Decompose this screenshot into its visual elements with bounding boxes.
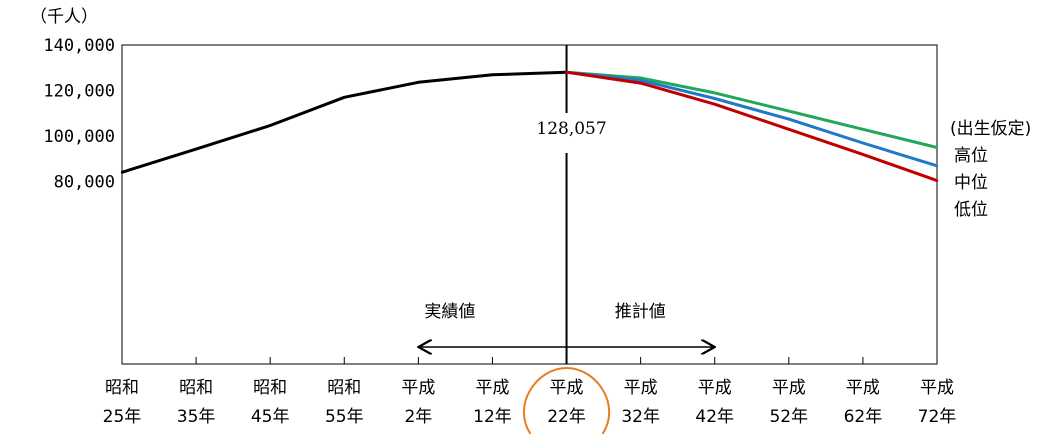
data-point xyxy=(861,128,865,131)
x-tick-label-year: 35年 xyxy=(177,407,216,427)
data-point xyxy=(861,153,865,156)
data-point xyxy=(787,117,791,121)
series-line-actual xyxy=(121,70,567,174)
data-point xyxy=(639,81,642,85)
x-tick-label-era: 平成 xyxy=(624,378,658,398)
data-point xyxy=(787,128,791,131)
y-tick-label: 140,000 xyxy=(43,36,115,56)
data-point xyxy=(491,73,494,76)
data-point xyxy=(343,96,346,99)
data-point xyxy=(194,147,198,151)
data-point xyxy=(417,81,420,84)
x-tick-label-year: 32年 xyxy=(621,407,660,427)
data-point xyxy=(935,164,939,167)
data-point xyxy=(268,124,272,127)
highlight-circle xyxy=(523,366,611,434)
x-tick-label-era: 平成 xyxy=(846,378,880,398)
data-point xyxy=(565,71,568,74)
data-point xyxy=(713,103,716,106)
x-tick-label-year: 45年 xyxy=(251,407,290,427)
x-tick-label-year: 55年 xyxy=(325,407,364,427)
x-tick-label-year: 12年 xyxy=(473,407,512,427)
x-tick-label-year: 62年 xyxy=(844,407,883,427)
legend-item: 高位 xyxy=(954,146,988,166)
arrow-label-projected: 推計値 xyxy=(615,302,666,322)
x-tick-label-era: 平成 xyxy=(772,378,806,398)
legend-title: (出生仮定) xyxy=(950,119,1031,139)
x-tick-label-era: 昭和 xyxy=(327,378,361,398)
x-tick-label-year: 42年 xyxy=(695,407,734,427)
legend-item: 低位 xyxy=(954,200,988,220)
data-point xyxy=(861,141,865,145)
x-tick-label-era: 昭和 xyxy=(253,378,287,398)
x-tick-label-era: 平成 xyxy=(698,378,732,398)
series-line-中位 xyxy=(566,70,938,168)
data-point xyxy=(935,179,939,182)
x-tick-label-year: 72年 xyxy=(918,407,957,427)
series-line-高位 xyxy=(566,70,938,149)
annotation-bg xyxy=(530,113,601,153)
plot-frame xyxy=(121,44,938,365)
annotation-value: 128,057 xyxy=(536,119,606,139)
x-tick-label-era: 平成 xyxy=(920,378,954,398)
data-point xyxy=(639,76,642,80)
y-tick-label: 100,000 xyxy=(43,127,115,147)
y-tick-label: 80,000 xyxy=(54,173,115,193)
x-tick-label-era: 平成 xyxy=(401,378,435,398)
data-point xyxy=(713,91,716,95)
legend-item: 中位 xyxy=(954,173,988,193)
series-line-低位 xyxy=(566,70,938,183)
data-point xyxy=(935,146,939,149)
x-tick-label-year: 52年 xyxy=(769,407,808,427)
x-tick-label-era: 昭和 xyxy=(179,378,213,398)
data-point xyxy=(713,97,716,100)
arrow-label-actual: 実績値 xyxy=(424,302,475,322)
x-tick-label-year: 25年 xyxy=(103,407,142,427)
data-point xyxy=(639,79,642,82)
x-tick-label-era: 平成 xyxy=(550,378,584,398)
y-tick-label: 120,000 xyxy=(43,82,115,102)
x-tick-label-era: 昭和 xyxy=(105,378,139,398)
data-point xyxy=(787,109,791,113)
x-tick-label-era: 平成 xyxy=(475,378,509,398)
x-tick-label-year: 2年 xyxy=(404,407,432,427)
data-point xyxy=(120,171,124,174)
y-unit-label: （千人） xyxy=(30,7,98,27)
x-tick-label-year: 22年 xyxy=(547,407,586,427)
